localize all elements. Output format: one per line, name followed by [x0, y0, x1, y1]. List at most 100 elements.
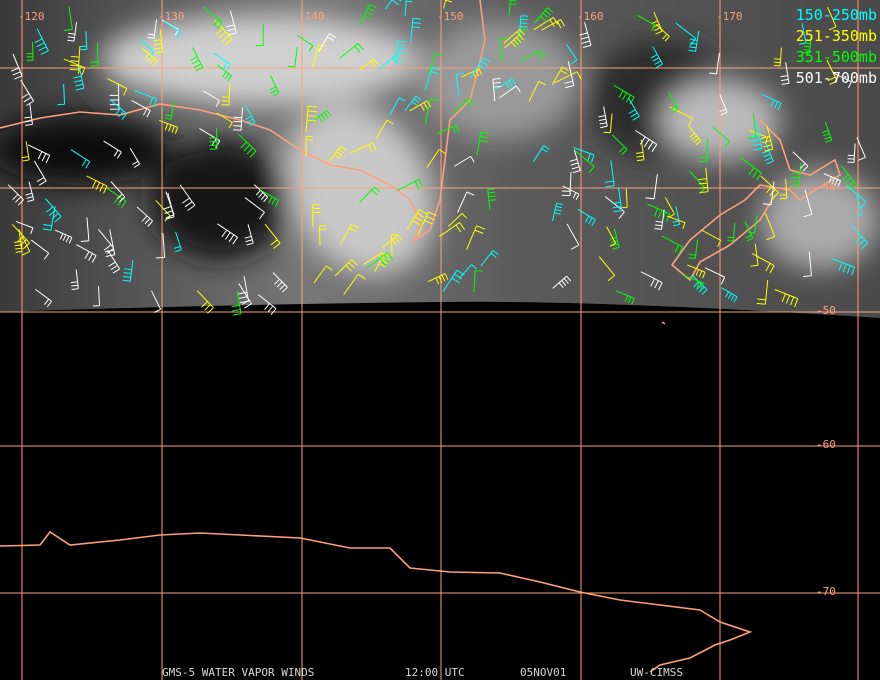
wind-barb	[104, 229, 116, 257]
footer-text: 05NOV01	[520, 666, 566, 679]
wind-barb	[264, 223, 281, 249]
wind-barb	[712, 127, 730, 148]
wind-barb	[106, 187, 127, 208]
wind-barb	[334, 259, 358, 277]
wind-barb	[131, 99, 151, 118]
wind-barb	[35, 288, 52, 308]
wind-barb	[272, 272, 288, 293]
wind-barb	[823, 173, 842, 187]
footer-text: UW-CIMSS	[630, 666, 683, 679]
footer-text: 12:00 UTC	[405, 666, 465, 679]
wind-barb	[375, 119, 394, 139]
wind-barb	[682, 274, 704, 291]
wind-barb	[645, 173, 658, 200]
wind-barb	[709, 52, 720, 75]
wind-barb	[566, 223, 580, 250]
wind-barb	[67, 21, 78, 42]
wind-barb	[561, 171, 572, 197]
wind-barb	[635, 139, 645, 162]
wind-barb	[54, 229, 73, 244]
wind-barb	[427, 273, 449, 285]
wind-barb	[833, 72, 852, 89]
longitude-label: -130	[158, 10, 185, 23]
wind-barb	[76, 244, 97, 263]
wind-barb	[846, 185, 867, 209]
wind-barb	[64, 6, 73, 31]
wind-barb	[756, 279, 769, 305]
wind-barb	[748, 215, 758, 234]
wind-barb	[173, 231, 182, 253]
wind-barb	[18, 228, 31, 256]
wind-barb	[750, 243, 759, 267]
wind-barb	[554, 71, 582, 84]
longitude-label: -120	[18, 10, 45, 23]
wind-barb	[688, 30, 700, 52]
wind-barb	[45, 198, 62, 223]
wind-barb	[803, 251, 813, 277]
wind-barb	[552, 275, 572, 289]
wind-barb	[779, 178, 788, 200]
wind-barb	[406, 209, 427, 230]
wind-barb	[14, 232, 23, 253]
wind-barb	[606, 226, 617, 247]
wind-barb	[761, 141, 774, 165]
wind-barb	[803, 35, 812, 54]
wind-barb	[196, 290, 214, 314]
wind-barb	[80, 31, 88, 51]
wind-barb	[10, 53, 23, 80]
wind-barb	[129, 148, 141, 168]
wind-barb	[480, 250, 499, 267]
wind-barb	[747, 113, 757, 139]
wind-barb	[569, 149, 581, 174]
legend-entry: 251-350mb	[796, 27, 877, 45]
wind-barb	[217, 223, 238, 245]
wind-barb	[73, 65, 85, 91]
legend-entry: 501-700mb	[796, 69, 877, 87]
wind-barb	[69, 46, 81, 71]
wind-barb	[533, 16, 559, 31]
wind-barb	[532, 145, 550, 162]
wind-barb	[821, 121, 833, 143]
wind-barb	[841, 165, 857, 191]
wind-barb	[92, 286, 101, 307]
wind-barb	[209, 128, 218, 150]
wind-barb	[457, 191, 475, 213]
wind-barb	[424, 66, 441, 91]
wind-barb	[698, 167, 709, 193]
wind-barb	[504, 34, 525, 49]
wind-barb	[688, 126, 702, 146]
wind-barb	[492, 78, 502, 102]
wind-barb	[269, 75, 280, 97]
wind-barb	[669, 106, 693, 127]
wind-barb	[318, 225, 327, 246]
wind-barb	[598, 106, 608, 129]
wind-barb	[305, 105, 318, 133]
wind-barb	[701, 229, 722, 248]
wind-barb	[311, 110, 332, 123]
wind-barb	[499, 85, 521, 99]
wind-barb	[436, 124, 460, 135]
wind-barb	[518, 15, 529, 36]
wind-barb	[122, 259, 134, 282]
wind-barb	[318, 33, 336, 52]
wind-barb	[409, 100, 432, 112]
wind-barb	[751, 253, 775, 274]
wind-barb	[640, 271, 663, 291]
longitude-label: -150	[437, 10, 464, 23]
wind-barb	[189, 47, 204, 72]
wind-barb	[564, 61, 575, 89]
wind-barb	[7, 184, 24, 206]
wind-barb	[686, 264, 706, 279]
wind-barb	[70, 149, 91, 169]
wind-barb	[287, 46, 298, 68]
wind-barb	[34, 28, 49, 56]
wind-barb	[635, 130, 658, 153]
wind-barb	[831, 258, 855, 276]
wind-barb	[15, 221, 34, 234]
wind-barb	[508, 0, 517, 16]
wind-barb	[20, 79, 35, 106]
wind-barb	[577, 208, 596, 227]
wind-barb	[404, 0, 413, 17]
wind-barb	[494, 78, 517, 91]
